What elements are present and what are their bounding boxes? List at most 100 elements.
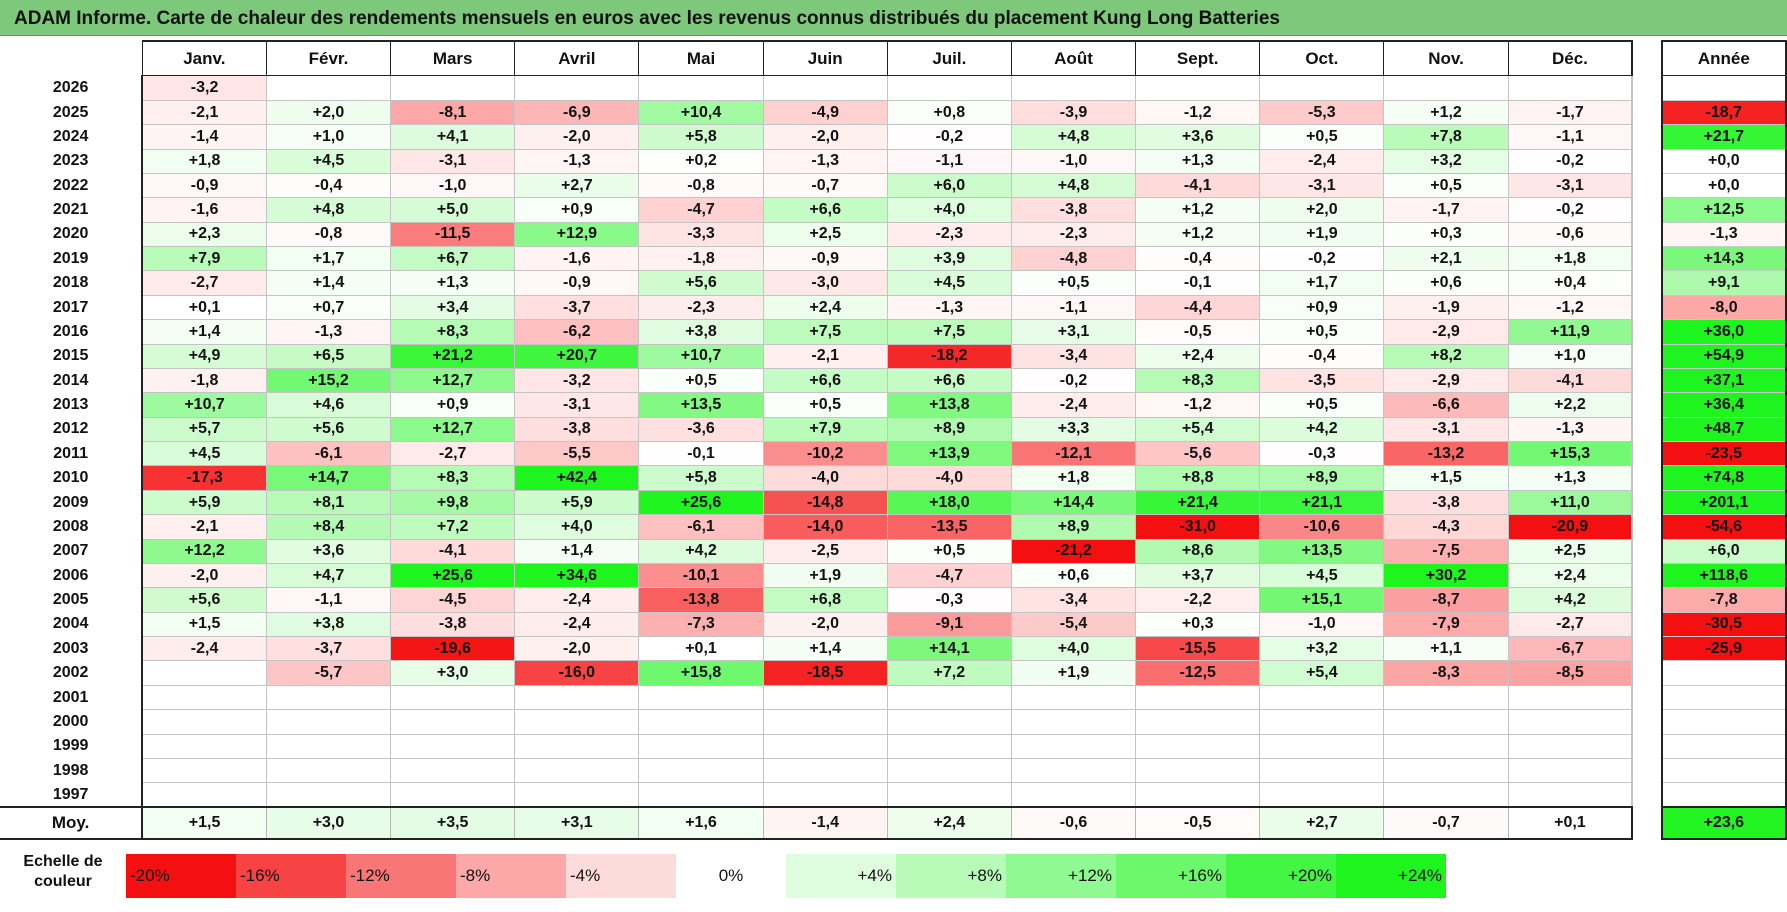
heatmap-cell: -1,8 [141,367,267,394]
heatmap-cell: +10,7 [141,392,267,418]
annual-cell [1660,660,1787,686]
heatmap-cell [1259,733,1385,759]
heatmap-cell: -1,1 [265,587,392,613]
heatmap-cell [638,757,764,784]
year-row: 1998 [0,757,1787,784]
heatmap-cell: +4,2 [1259,416,1385,443]
heatmap-cell: -2,1 [141,99,267,126]
heatmap-cell: -0,2 [1507,197,1634,223]
heatmap-cell: -8,3 [1383,660,1509,686]
heatmap-cell [265,733,392,759]
heatmap-cell: -6,1 [638,514,764,540]
month-header: Mars [390,40,516,77]
year-row: 2005 +5,6 -1,1 -4,5 -2,4 -13,8 +6,8 -0,3 -3,4 -2,… [0,587,1787,613]
heatmap-cell: +1,3 [1135,148,1261,174]
heatmap-cell: -2,0 [762,124,888,150]
annual-cell [1660,684,1787,711]
color-scale-step: +20% [1226,854,1336,898]
year-label: 2013 [0,392,144,418]
heatmap-cell: +1,0 [1507,343,1634,369]
heatmap-cell: +5,8 [638,124,764,150]
color-scale-step: -16% [236,854,346,898]
annual-header: Année [1660,40,1787,77]
heatmap-cell: +3,6 [265,538,392,564]
heatmap-cell: +4,8 [1010,172,1137,199]
year-row: 2020 +2,3 -0,8 -11,5 +12,9 -3,3 +2,5 -2,3 -2,3 +1… [0,221,1787,248]
heatmap-cell: -3,2 [141,75,267,101]
heatmap-cell: -6,1 [265,441,392,467]
heatmap-cell: +0,5 [1010,270,1137,296]
heatmap-cell: +5,0 [390,197,516,223]
heatmap-cell: +0,4 [1507,270,1634,296]
heatmap-cell [141,733,267,759]
heatmap-cell: +6,5 [265,343,392,369]
column-gap [1632,563,1662,588]
heatmap-cell: -17,3 [141,465,267,491]
annual-cell: -25,9 [1660,636,1787,662]
heatmap-cell [886,733,1012,759]
heatmap-cell: +4,0 [1010,636,1137,662]
heatmap-cell: -0,8 [638,172,764,199]
heatmap-cell: +20,7 [514,343,640,369]
heatmap-cell [390,709,516,735]
year-row: 2016 +1,4 -1,3 +8,3 -6,2 +3,8 +7,5 +7,5 +3,1 -0,5… [0,319,1787,345]
heatmap-cell: +3,2 [1259,636,1385,662]
heatmap-cell [265,757,392,784]
heatmap-cell [265,684,392,711]
column-gap [1632,782,1662,808]
heatmap-cell: +14,7 [265,465,392,491]
year-row: 2026 -3,2 [0,75,1787,101]
heatmap-cell: -13,8 [638,587,764,613]
heatmap-cell: +14,4 [1010,489,1137,516]
heatmap-cell: +5,9 [141,489,267,516]
heatmap-cell [1010,757,1137,784]
year-row: 2022 -0,9 -0,4 -1,0 +2,7 -0,8 -0,7 +6,0 +4,8 -4,1… [0,172,1787,199]
month-header: Avril [514,40,640,77]
heatmap-cell: +21,4 [1135,489,1261,516]
heatmap-cell: +6,6 [762,367,888,394]
heatmap-cell: -3,2 [514,367,640,394]
heatmap-cell: -2,0 [514,124,640,150]
heatmap-cell: -0,3 [886,587,1012,613]
month-header: Mai [638,40,764,77]
year-row: 2014 -1,8 +15,2 +12,7 -3,2 +0,5 +6,6 +6,6 -0,2 +8… [0,367,1787,394]
column-gap [1632,441,1662,466]
column-gap [1632,319,1662,345]
heatmap-cell [1010,709,1137,735]
header-row: Janv. Févr. Mars Avril Mai Juin Juil. Août Sept.… [0,40,1787,77]
column-gap [1632,685,1662,710]
average-cell: +2,7 [1259,806,1385,840]
year-label: 2009 [0,490,144,515]
heatmap-cell: +2,0 [1259,197,1385,223]
heatmap-cell: +2,3 [141,221,267,248]
heatmap-cell: +3,8 [265,611,392,638]
heatmap-cell: +8,3 [1135,367,1261,394]
heatmap-cell: -12,1 [1010,441,1137,467]
heatmap-cell: -4,1 [390,538,516,564]
year-label: 2024 [0,124,144,150]
heatmap-cell: +3,4 [390,294,516,321]
heatmap-cell: +0,5 [1259,392,1385,418]
heatmap-cell [1383,684,1509,711]
heatmap-cell: -4,0 [762,465,888,491]
heatmap-cell: -7,3 [638,611,764,638]
year-label: 2006 [0,563,144,588]
heatmap-cell: +0,5 [1383,172,1509,199]
heatmap-cell: +8,3 [390,319,516,345]
heatmap-cell: -2,7 [1507,611,1634,638]
heatmap-cell: -2,3 [1010,221,1137,248]
heatmap-cell: -3,6 [638,416,764,443]
heatmap-cell: +1,2 [1135,221,1261,248]
heatmap-cell: +1,9 [1010,660,1137,686]
month-header: Août [1010,40,1137,77]
heatmap-cell: +9,8 [390,489,516,516]
heatmap-cell: -19,6 [390,636,516,662]
heatmap-cell: +5,9 [514,489,640,516]
heatmap-cell: +2,0 [265,99,392,126]
heatmap-cell: -11,5 [390,221,516,248]
annual-cell: -7,8 [1660,587,1787,613]
heatmap-cell [1010,684,1137,711]
year-row: 2000 [0,709,1787,735]
heatmap-cell: -8,1 [390,99,516,126]
heatmap-cell: +2,5 [762,221,888,248]
